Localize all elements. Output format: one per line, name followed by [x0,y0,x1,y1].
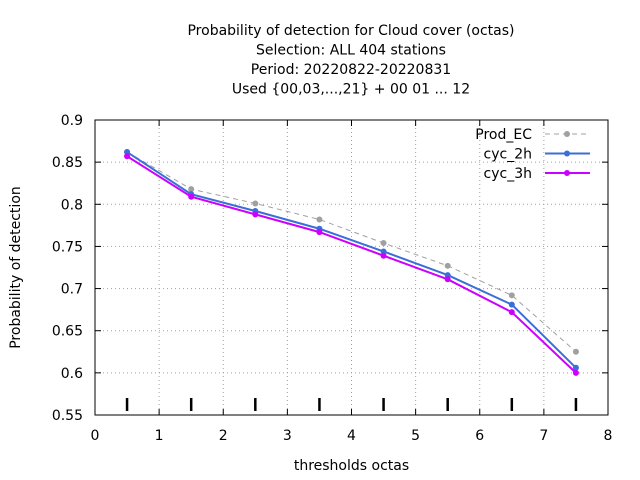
series-line-cyc-3h [126,155,577,374]
data-point [380,248,387,255]
data-point [124,149,131,156]
x-tick-label: 3 [283,428,292,444]
y-tick-label: 0.6 [61,366,83,382]
data-point [380,252,387,259]
data-point [508,301,515,308]
title-line-4: Used {00,03,...,21} + 00 01 ... 12 [232,82,470,98]
y-tick-label: 0.55 [52,408,83,424]
series-line-cyc-2h [126,151,577,369]
y-tick-label: 0.65 [52,324,83,340]
x-tick-label: 1 [155,428,164,444]
data-point [572,369,579,376]
data-point [252,211,259,218]
data-point [444,272,451,279]
x-tick-label: 6 [475,428,484,444]
x-axis-label: thresholds octas [294,458,409,474]
chart-title: Probability of detection for Cloud cover… [187,23,514,98]
data-point [444,262,451,269]
legend-label: Prod_EC [475,127,532,143]
x-tick-label: 4 [347,428,356,444]
data-point [380,240,387,247]
x-tick-label: 7 [539,428,548,444]
data-point [508,292,515,299]
data-point [572,348,579,355]
data-point [252,200,259,207]
legend-marker [564,150,570,157]
title-line-1: Probability of detection for Cloud cover… [187,23,514,39]
threshold-markers [125,398,578,411]
data-point [316,216,323,223]
x-tick-label: 0 [91,428,100,444]
series-line-prod-ec [126,151,577,353]
data-point [572,364,579,371]
data-point [316,229,323,236]
legend-marker [564,131,570,137]
y-axis-label: Probability of detection [8,186,24,349]
y-tick-label: 0.8 [61,197,83,213]
title-line-3: Period: 20220822-20220831 [251,62,451,78]
y-tick-label: 0.9 [61,113,83,129]
x-tick-label: 8 [604,428,613,444]
y-tick-label: 0.85 [52,155,83,171]
x-tick-label: 5 [411,428,420,444]
data-point [444,276,451,283]
title-line-2: Selection: ALL 404 stations [256,43,446,59]
data-point [188,186,195,193]
data-point [508,309,515,316]
data-point [124,153,131,160]
axis-ticks: 0 1 2 3 4 5 6 7 8 0.55 0.6 0.65 0.7 0.75 0.8 0.85 0.9 [52,113,613,444]
x-tick-label: 2 [219,428,228,444]
legend-label: cyc_2h [484,147,532,163]
series [124,149,579,376]
grid [95,120,608,415]
legend-label: cyc_3h [484,166,532,182]
legend-marker [564,170,570,176]
legend: Prod_EC cyc_2h cyc_3h [475,127,590,182]
y-tick-label: 0.75 [52,239,83,255]
data-point [188,193,195,200]
y-tick-label: 0.7 [61,282,83,298]
